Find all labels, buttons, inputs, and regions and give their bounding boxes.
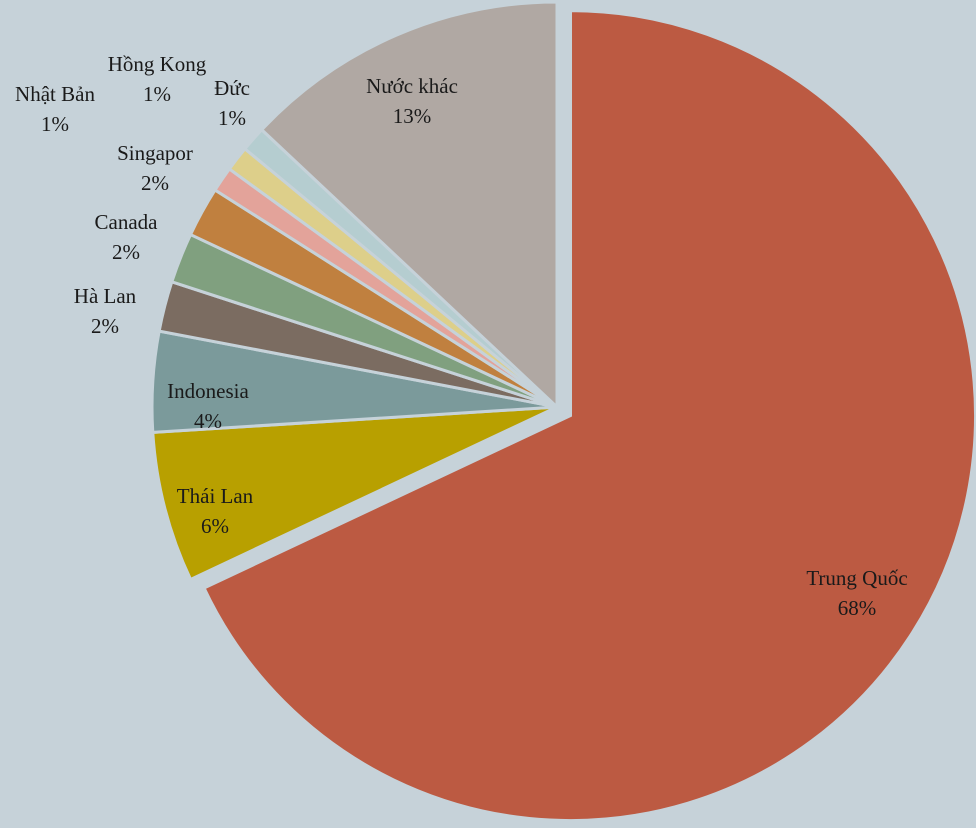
slice-value: 68%	[838, 596, 877, 620]
slice-label: Trung Quốc	[806, 566, 907, 590]
slice-value: 13%	[393, 104, 432, 128]
slice-value: 2%	[112, 240, 140, 264]
pie-slice	[151, 405, 558, 582]
slice-value: 6%	[201, 514, 229, 538]
slice-label: Canada	[95, 210, 159, 234]
slice-value: 2%	[91, 314, 119, 338]
slice-label: Nhật Bản	[15, 82, 95, 106]
slice-label: Hồng Kong	[108, 52, 207, 76]
slice-label: Thái Lan	[177, 484, 254, 508]
slice-label: Hà Lan	[74, 284, 137, 308]
slice-label: Đức	[214, 76, 250, 100]
slice-label: Nước khác	[366, 74, 458, 98]
pie-slice	[259, 0, 559, 411]
slice-value: 2%	[141, 171, 169, 195]
slice-value: 4%	[194, 409, 222, 433]
slice-value: 1%	[143, 82, 171, 106]
slice-value: 1%	[218, 106, 246, 130]
slice-value: 1%	[41, 112, 69, 136]
slice-label: Indonesia	[167, 379, 249, 403]
pie-slice	[202, 9, 976, 822]
slice-label: Singapor	[117, 141, 193, 165]
